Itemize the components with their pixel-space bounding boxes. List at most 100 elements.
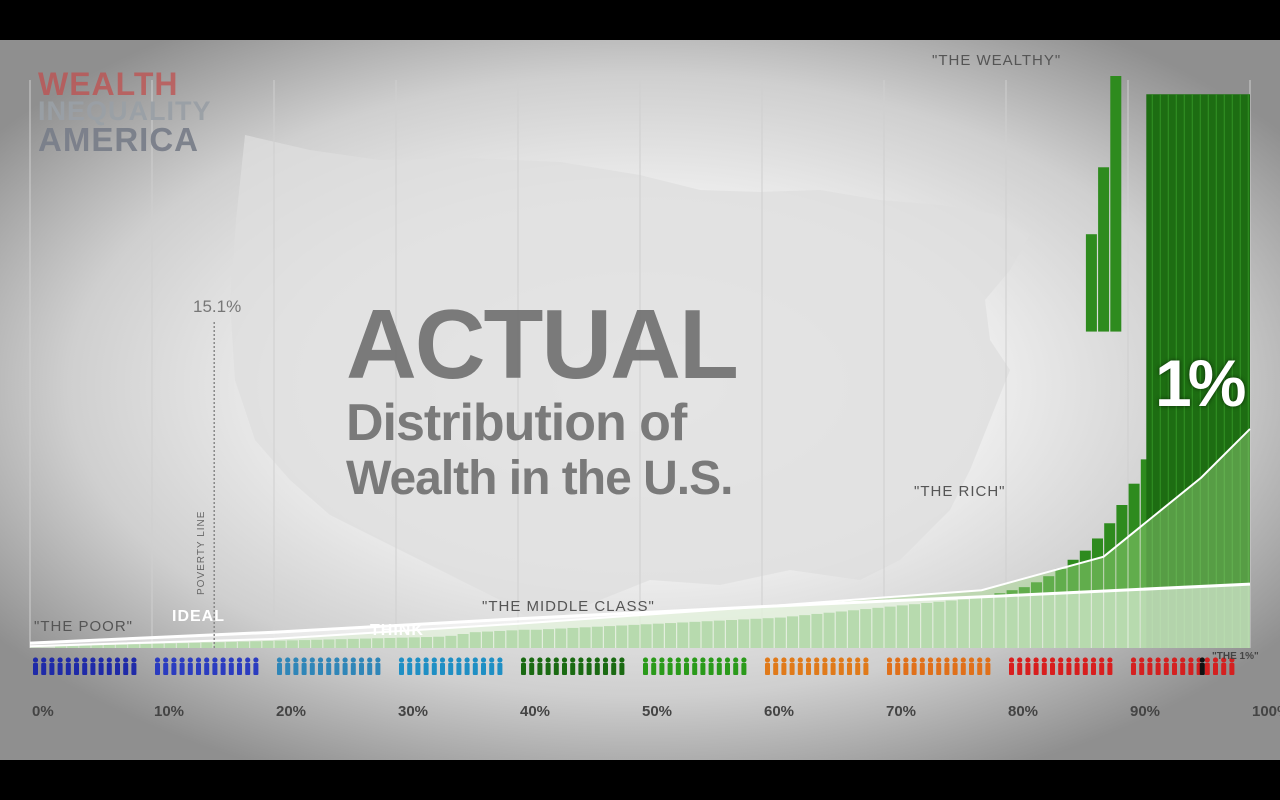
x-tick-label: 20%	[276, 703, 307, 720]
person-icon	[1049, 657, 1056, 675]
person-icon	[472, 657, 478, 675]
person-icon	[1082, 657, 1088, 675]
person-icon	[41, 657, 47, 675]
person-icon	[49, 657, 55, 675]
person-icon	[407, 657, 413, 675]
person-icon	[814, 657, 820, 675]
person-icon	[131, 657, 137, 675]
bar	[1104, 523, 1116, 648]
person-icon	[228, 657, 234, 675]
person-icon	[423, 657, 429, 675]
poverty-line-value: 15.1%	[193, 297, 242, 316]
person-icon	[123, 657, 129, 675]
annotation-ideal: IDEAL	[172, 608, 225, 625]
person-icon	[1017, 657, 1023, 675]
person-icon	[245, 657, 251, 675]
person-icon	[952, 657, 958, 675]
person-icon	[195, 657, 202, 675]
person-icon	[830, 657, 836, 675]
x-tick-label: 60%	[764, 703, 795, 720]
person-icon	[1212, 657, 1219, 675]
person-icon	[692, 657, 698, 675]
person-icon	[431, 657, 437, 675]
person-icon	[65, 657, 71, 675]
person-icon	[220, 657, 226, 675]
person-icon	[667, 657, 673, 675]
person-icon	[578, 657, 584, 675]
person-icon	[1204, 657, 1210, 675]
person-icon	[1130, 657, 1137, 675]
person-icon	[253, 657, 259, 675]
person-icon	[1066, 657, 1072, 675]
person-icon	[944, 657, 950, 675]
person-icon	[358, 657, 365, 675]
x-tick-label: 40%	[520, 703, 551, 720]
person-icon	[1229, 657, 1235, 675]
person-icon	[642, 657, 649, 675]
population-figures	[32, 657, 1235, 675]
person-icon	[1171, 657, 1178, 675]
person-icon	[32, 657, 39, 675]
person-icon	[781, 657, 787, 675]
annotation-think: THINK	[370, 622, 424, 639]
logo-line-1: WEALTH	[38, 66, 179, 102]
person-icon	[367, 657, 373, 675]
person-icon	[708, 657, 714, 675]
person-icon	[659, 657, 665, 675]
person-icon	[334, 657, 340, 675]
person-icon	[911, 657, 917, 675]
x-tick-label: 50%	[642, 703, 673, 720]
bar	[1128, 483, 1140, 648]
title-line-3: Wealth in the U.S.	[346, 452, 733, 505]
person-icon	[57, 657, 63, 675]
person-icon	[927, 657, 934, 675]
person-icon	[1155, 657, 1161, 675]
person-icon	[350, 657, 356, 675]
person-icon	[1099, 657, 1105, 675]
person-icon	[1025, 657, 1031, 675]
person-icon	[106, 657, 112, 675]
video-frame: WEALTH INEQUALITY AMERICA ACTUAL Distrib…	[0, 40, 1280, 760]
title-line-1: ACTUAL	[346, 289, 739, 399]
person-icon	[586, 657, 592, 675]
person-icon	[154, 657, 161, 675]
person-icon	[456, 657, 462, 675]
person-icon	[1163, 657, 1169, 675]
person-icon	[309, 657, 315, 675]
x-tick-label: 90%	[1130, 703, 1161, 720]
person-icon	[179, 657, 185, 675]
person-icon	[764, 657, 771, 675]
person-icon	[789, 657, 795, 675]
person-icon	[1139, 657, 1145, 675]
top-one-percent-person-icon	[1199, 657, 1205, 675]
person-icon	[171, 657, 177, 675]
person-icon	[570, 657, 576, 675]
person-icon	[602, 657, 609, 675]
person-icon	[846, 657, 853, 675]
wealth-inequality-logo: WEALTH INEQUALITY AMERICA	[38, 68, 212, 156]
person-icon	[375, 657, 381, 675]
person-icon	[863, 657, 869, 675]
top-one-percent-caption: "THE 1%"	[1212, 651, 1259, 662]
person-icon	[163, 657, 169, 675]
person-icon	[1090, 657, 1097, 675]
person-icon	[724, 657, 731, 675]
person-icon	[82, 657, 88, 675]
person-icon	[204, 657, 210, 675]
us-map-silhouette	[230, 135, 1030, 625]
person-icon	[114, 657, 121, 675]
person-icon	[212, 657, 218, 675]
think-curve	[29, 428, 1251, 648]
person-icon	[1074, 657, 1080, 675]
person-icon	[968, 657, 975, 675]
x-tick-label: 100%	[1252, 703, 1280, 720]
person-icon	[1147, 657, 1153, 675]
title-line-2: Distribution of	[346, 394, 687, 452]
person-icon	[700, 657, 706, 675]
x-tick-label: 30%	[398, 703, 429, 720]
person-icon	[497, 657, 503, 675]
person-icon	[855, 657, 861, 675]
person-icon	[1188, 657, 1194, 675]
person-icon	[611, 657, 617, 675]
wealthy-bar	[1085, 234, 1097, 332]
